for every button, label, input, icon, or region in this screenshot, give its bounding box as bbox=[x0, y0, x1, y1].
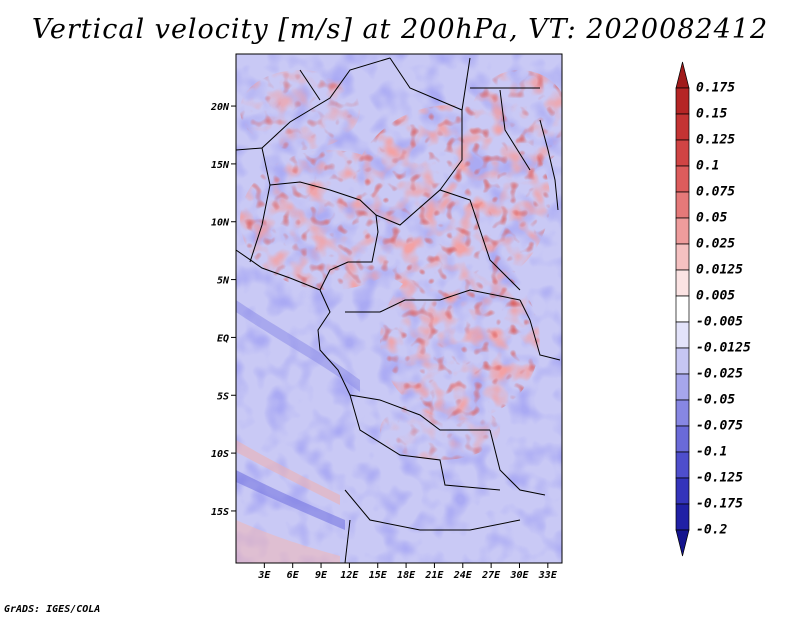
lon-tick-label: 6E bbox=[287, 570, 300, 581]
colorbar-swatch bbox=[675, 347, 690, 375]
lon-tick-label: 9E bbox=[315, 570, 328, 581]
colorbar-label: 0.05 bbox=[696, 210, 728, 226]
lon-tick-label: 33E bbox=[538, 570, 558, 581]
colorbar-label: -0.125 bbox=[696, 470, 743, 486]
lon-tick-label: 21E bbox=[424, 570, 444, 581]
colorbar-label: 0.005 bbox=[696, 288, 736, 304]
colorbar-swatch bbox=[675, 87, 690, 115]
colorbar-swatch bbox=[675, 373, 690, 401]
lon-tick-label: 30E bbox=[509, 570, 529, 581]
lat-tick-label: 10S bbox=[211, 449, 229, 460]
colorbar-swatch bbox=[675, 113, 690, 141]
map-frame bbox=[235, 53, 563, 564]
colorbar-swatch bbox=[675, 61, 690, 89]
axis-ticks: 3E 6E 9E 12E 15E 18E 21E 24E 27E 30E 33E 20N 15N 10N 5… bbox=[210, 102, 558, 581]
lon-tick-label: 3E bbox=[257, 570, 271, 581]
colorbar-label: -0.1 bbox=[696, 444, 728, 460]
colorbar-swatch bbox=[675, 399, 690, 427]
colorbar-swatch bbox=[675, 191, 690, 219]
colorbar-label: -0.2 bbox=[696, 522, 728, 538]
lon-tick-label: 24E bbox=[453, 570, 473, 581]
lat-tick-label: 10N bbox=[211, 218, 230, 229]
colorbar-swatch bbox=[675, 165, 690, 193]
colorbar bbox=[675, 61, 690, 557]
colorbar-label: -0.0125 bbox=[696, 340, 751, 356]
lon-tick-label: 18E bbox=[397, 570, 416, 581]
colorbar-label: 0.175 bbox=[696, 80, 736, 96]
colorbar-label: -0.025 bbox=[696, 366, 743, 382]
lat-tick-label: 5N bbox=[217, 276, 230, 287]
colorbar-swatch bbox=[675, 425, 690, 453]
colorbar-swatch bbox=[675, 529, 690, 557]
colorbar-swatch bbox=[675, 139, 690, 167]
map-title: Vertical velocity [m/s] at 200hPa, VT: 2… bbox=[31, 14, 769, 45]
colorbar-label: 0.0125 bbox=[696, 262, 743, 278]
colorbar-label: 0.125 bbox=[696, 132, 736, 148]
colorbar-swatch bbox=[675, 295, 690, 323]
lat-tick-label: 5S bbox=[217, 391, 229, 402]
lat-tick-label: 15S bbox=[211, 507, 229, 518]
lat-tick-label: 20N bbox=[210, 102, 230, 113]
colorbar-label: -0.075 bbox=[696, 418, 743, 434]
colorbar-label: -0.005 bbox=[696, 314, 743, 330]
colorbar-swatch bbox=[675, 217, 690, 245]
colorbar-swatch bbox=[675, 269, 690, 297]
colorbar-label: -0.05 bbox=[696, 392, 736, 408]
lon-tick-label: 15E bbox=[369, 570, 388, 581]
colorbar-label: 0.025 bbox=[696, 236, 736, 252]
lon-tick-label: 27E bbox=[481, 570, 501, 581]
colorbar-swatch bbox=[675, 321, 690, 349]
colorbar-swatch bbox=[675, 503, 690, 531]
colorbar-label: 0.075 bbox=[696, 184, 736, 200]
colorbar-swatch bbox=[675, 243, 690, 271]
colorbar-swatch bbox=[675, 451, 690, 479]
colorbar-label: 0.1 bbox=[696, 158, 720, 174]
colorbar-swatch bbox=[675, 477, 690, 505]
lat-tick-label: EQ bbox=[217, 333, 229, 344]
velocity-field bbox=[236, 54, 562, 563]
colorbar-label: 0.15 bbox=[696, 106, 728, 122]
lon-tick-label: 12E bbox=[340, 570, 359, 581]
colorbar-label: -0.175 bbox=[696, 496, 743, 512]
country-borders bbox=[236, 57, 561, 563]
lat-tick-label: 15N bbox=[211, 160, 230, 171]
grads-credit: GrADS: IGES/COLA bbox=[4, 604, 101, 615]
